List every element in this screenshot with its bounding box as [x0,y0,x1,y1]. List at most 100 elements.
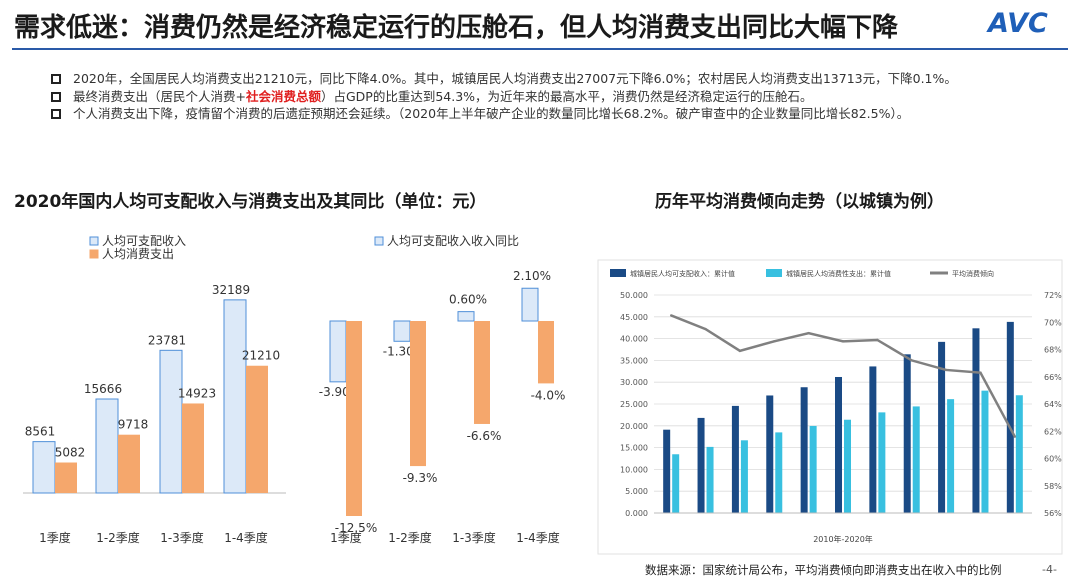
bar [55,462,77,493]
legend-swatch [766,269,782,277]
line-point [738,349,742,353]
bar [521,287,539,322]
square-bullet-icon [51,109,61,119]
y-right-tick-label: 60% [1044,455,1062,464]
y-right-tick-label: 64% [1044,400,1062,409]
bar [706,446,714,513]
square-bullet-icon [51,91,61,102]
bar [329,320,347,383]
legend-swatch [610,269,626,277]
avc-logo: AVC [986,8,1048,36]
category-label: 1季度 [39,530,71,545]
y-tick-label: 35.000 [620,356,648,365]
y-right-tick-label: 62% [1044,427,1062,436]
bar [740,440,748,513]
category-label: 1-4季度 [516,530,560,545]
line-point [944,368,948,372]
bar [869,366,877,513]
bar [182,403,204,493]
category-label: 1-2季度 [96,530,140,545]
y-tick-label: 45.000 [620,313,648,322]
data-label: 14923 [178,386,216,400]
left-section-title: 2020年国内人均可支配收入与消费支出及其同比（单位：元） [14,192,487,212]
y-tick-label: 20.000 [620,422,648,431]
legend-swatch [89,249,99,259]
bullet-text: ）占GDP的比重达到54.3%，为近年来的最高水平，消费仍然是经济稳定运行的压舱… [321,88,813,104]
y-tick-label: 30.000 [620,378,648,387]
bar [457,311,475,322]
bar [972,328,980,513]
bar [95,398,119,494]
legend-label: 人均消费支出 [102,247,174,261]
bullet-highlight: 社会消费总额 [245,88,321,104]
bar [844,419,851,513]
y-right-tick-label: 72% [1044,291,1062,300]
data-label: -12.5% [335,521,377,535]
bar [938,341,946,513]
bullet-item: 2020年，全国居民人均消费支出21210元，同比下降4.0%。其中，城镇居民人… [48,70,1038,88]
bar [32,441,56,494]
y-right-tick-label: 68% [1044,346,1062,355]
x-axis-label: 2010年-2020年 [813,534,873,544]
y-tick-label: 25.000 [620,400,648,409]
bullet-text: 最终消费支出（居民个人消费+ [73,88,246,104]
category-label: 1季度 [330,530,362,545]
data-label: 21210 [242,349,280,363]
yoy-chart: 人均可支配收入收入同比-3.90%-12.5%1季度-1.30%-9.3%1-2… [318,234,567,545]
line-point [807,331,810,335]
y-right-tick-label: 58% [1044,482,1062,491]
page-title: 需求低迷：消费仍然是经济稳定运行的压舱石，但人均消费支出同比大幅下降 [14,13,899,43]
bar [246,365,268,493]
line-point [979,371,982,374]
page-number: -4- [1042,563,1057,576]
bar [410,321,426,467]
data-label: 0.60% [449,293,487,307]
y-right-tick-label: 70% [1044,318,1062,327]
y-tick-label: 0.000 [625,509,648,518]
line-point [669,314,673,317]
bar [878,412,886,513]
bar [766,395,774,513]
y-right-tick-label: 66% [1044,373,1062,382]
bar [1015,395,1023,513]
category-label: 1-4季度 [224,530,268,545]
data-label: -9.3% [403,471,438,485]
data-label: 8561 [25,425,56,439]
y-tick-label: 5.000 [625,487,648,496]
data-source-note: 数据来源：国家统计局公布，平均消费倾向即消费支出在收入中的比例 [645,563,1002,577]
bar [903,354,911,513]
bar [538,321,554,384]
y-tick-label: 15.000 [620,444,648,453]
legend-swatch [89,236,99,246]
bar [775,432,783,513]
bullet-text: 个人消费支出下降，疫情留个消费的后遗症预期还会延续。（2020年上半年破产企业的… [73,106,910,121]
y-right-tick-label: 56% [1044,509,1062,518]
bar [800,387,808,513]
bullet-text: 2020年，全国居民人均消费支出21210元，同比下降4.0%。其中，城镇居民人… [73,71,957,86]
bullet-item: 个人消费支出下降，疫情留个消费的后遗症预期还会延续。（2020年上半年破产企业的… [48,105,1038,123]
category-label: 1-3季度 [452,530,496,545]
legend-label: 人均可支配收入 [102,234,186,248]
bar [672,454,680,513]
data-label: 23781 [148,333,186,347]
legend-label: 城镇居民人均可支配收入：累计值 [630,269,735,278]
category-label: 1-2季度 [388,530,432,545]
bar [474,321,490,424]
right-section-title: 历年平均消费倾向走势（以城镇为例） [655,192,944,212]
line-point [773,340,776,343]
bar [1006,321,1014,513]
data-label: 5082 [55,446,86,460]
bar [393,320,411,342]
bar [663,429,671,513]
bar [947,399,955,513]
y-tick-label: 10.000 [620,465,648,474]
line-point [841,340,845,343]
bar [159,349,183,494]
line-point [1013,435,1017,438]
bullet-list: 2020年，全国居民人均消费支出21210元，同比下降4.0%。其中，城镇居民人… [48,70,1038,123]
propensity-chart: 城镇居民人均可支配收入：累计值 城镇居民人均消费性支出：累计值 平均消费倾向 0.00… [597,259,1063,555]
legend-label: 人均可支配收入收入同比 [387,234,519,248]
line-point [910,359,913,362]
bar [346,321,362,516]
